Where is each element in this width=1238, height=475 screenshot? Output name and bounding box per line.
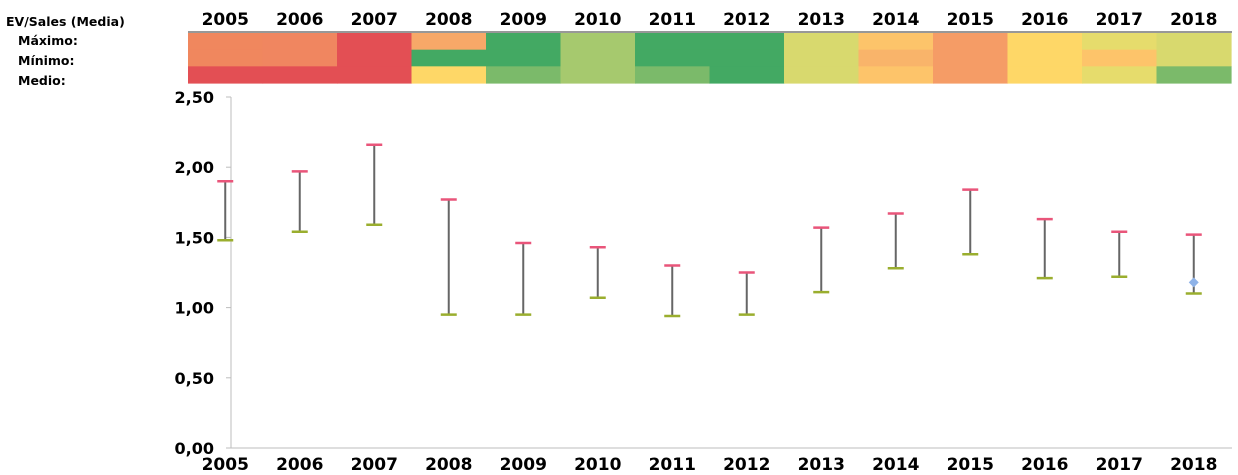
top-year-label: 2007 — [351, 10, 398, 30]
heatmap-cell — [411, 33, 487, 51]
heatmap-cell — [858, 66, 934, 84]
top-year-label: 2011 — [649, 10, 696, 30]
heatmap-cell — [560, 49, 636, 67]
heatmap-cell — [784, 66, 860, 84]
heatmap-cell — [411, 49, 487, 67]
x-tick-label: 2014 — [872, 455, 919, 475]
top-year-label: 2016 — [1021, 10, 1068, 30]
heatmap-cell — [486, 49, 562, 67]
heatmap-cell — [337, 49, 413, 67]
heatmap-cell — [709, 66, 785, 84]
top-year-label: 2014 — [872, 10, 919, 30]
heatmap-cell — [188, 33, 264, 51]
heatmap-cell — [262, 33, 338, 51]
heatmap-cell — [784, 49, 860, 67]
x-axis: 2005 2006 2007 2008 2009 2010 2011 2012 2013 2014… — [202, 447, 1232, 475]
top-year-label: 2013 — [798, 10, 845, 30]
y-tick-label: 2,00 — [175, 158, 214, 177]
heatmap-cell — [1156, 49, 1232, 67]
heatmap-cell — [262, 49, 338, 67]
y-tick-label: 1,50 — [175, 228, 214, 247]
heatmap-cell — [411, 66, 487, 84]
top-year-label: 2012 — [723, 10, 770, 30]
heatmap-cell — [1156, 33, 1232, 51]
heatmap-cell — [635, 49, 711, 67]
heatmap-cell — [709, 49, 785, 67]
heatmap-cell — [784, 33, 860, 51]
x-tick-label: 2009 — [500, 455, 547, 475]
top-year-label: 2006 — [276, 10, 323, 30]
x-tick-label: 2011 — [649, 455, 696, 475]
heatmap-cell — [560, 33, 636, 51]
top-year-label: 2005 — [202, 10, 249, 30]
top-year-label: 2010 — [574, 10, 621, 30]
heatmap-cell — [486, 33, 562, 51]
y-tick-label: 1,00 — [175, 299, 214, 318]
x-tick-label: 2017 — [1096, 455, 1143, 475]
heatmap-cell — [188, 66, 264, 84]
heatmap-cell — [635, 33, 711, 51]
x-tick-label: 2015 — [947, 455, 994, 475]
x-tick-label: 2013 — [798, 455, 845, 475]
heatmap-cell — [262, 66, 338, 84]
heatmap-cell — [1007, 49, 1083, 67]
row-label-min: Mínimo: — [18, 53, 75, 68]
top-year-labels: 2005 2006 2007 2008 2009 2010 2011 2012 2013 2014… — [188, 10, 1232, 33]
heatmap-cell — [933, 49, 1009, 67]
x-tick-label: 2006 — [276, 455, 323, 475]
top-year-label: 2015 — [947, 10, 994, 30]
header-title: EV/Sales (Media) — [6, 14, 125, 29]
x-tick-label: 2005 — [202, 455, 249, 475]
top-year-label: 2008 — [425, 10, 472, 30]
heatmap-cell — [1082, 49, 1158, 67]
heatmap-cell — [858, 33, 934, 51]
heatmap-cell — [635, 66, 711, 84]
heatmap-strip — [188, 33, 1232, 84]
heatmap-cell — [709, 33, 785, 51]
top-year-label: 2017 — [1096, 10, 1143, 30]
x-tick-label: 2007 — [351, 455, 398, 475]
heatmap-cell — [858, 49, 934, 67]
heatmap-cell — [486, 66, 562, 84]
current-value-marker — [1188, 277, 1199, 288]
heatmap-cell — [1156, 66, 1232, 84]
top-year-label: 2018 — [1170, 10, 1217, 30]
row-label-mid: Medio: — [18, 73, 66, 88]
heatmap-cell — [1007, 33, 1083, 51]
y-tick-label: 2,50 — [175, 88, 214, 107]
heatmap-cell — [188, 49, 264, 67]
heatmap-cell — [933, 33, 1009, 51]
top-year-label: 2009 — [500, 10, 547, 30]
heatmap-cell — [337, 66, 413, 84]
x-tick-label: 2016 — [1021, 455, 1068, 475]
heatmap-cell — [933, 66, 1009, 84]
y-axis: 0,00 0,50 1,00 1,50 2,00 2,50 — [175, 88, 232, 458]
y-tick-label: 0,00 — [175, 439, 214, 458]
range-bars — [217, 143, 1202, 318]
heatmap-cell — [1082, 33, 1158, 51]
heatmap-cell — [337, 33, 413, 51]
heatmap-cell — [1007, 66, 1083, 84]
y-tick-label: 0,50 — [175, 369, 214, 388]
x-tick-label: 2018 — [1170, 455, 1217, 475]
row-label-max: Máximo: — [18, 33, 78, 48]
x-tick-label: 2010 — [574, 455, 621, 475]
heatmap-cell — [1082, 66, 1158, 84]
heatmap-cell — [560, 66, 636, 84]
x-tick-label: 2008 — [425, 455, 472, 475]
x-tick-label: 2012 — [723, 455, 770, 475]
